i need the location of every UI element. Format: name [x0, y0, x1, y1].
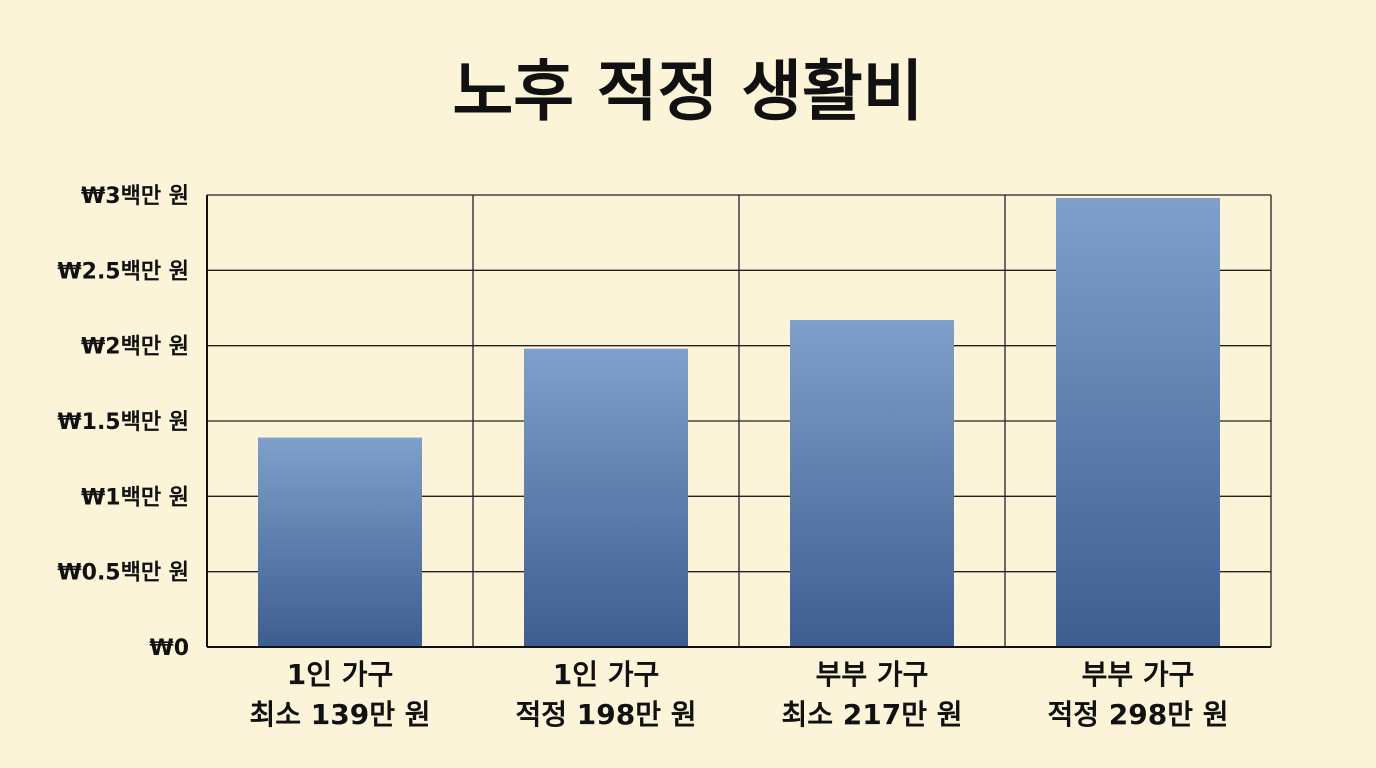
bars	[258, 198, 1220, 647]
y-tick-label: ₩1백만 원	[81, 485, 189, 510]
x-category-label: 부부 가구	[816, 658, 929, 691]
bar	[258, 437, 422, 647]
chart-title: 노후 적정 생활비	[452, 53, 924, 130]
x-category-label: 최소 139만 원	[250, 698, 431, 731]
axes	[206, 195, 1271, 648]
bar	[790, 320, 954, 647]
bar	[1056, 198, 1220, 647]
x-category-label: 부부 가구	[1082, 658, 1195, 691]
grid-lines	[207, 194, 1272, 647]
x-category-label: 적정 198만 원	[516, 698, 697, 731]
y-tick-label: ₩1.5백만 원	[57, 410, 189, 435]
y-tick-label: ₩0.5백만 원	[57, 561, 189, 586]
x-category-label: 최소 217만 원	[782, 698, 963, 731]
x-category-label: 1인 가구	[287, 658, 394, 691]
y-tick-label: ₩3백만 원	[81, 184, 189, 209]
y-tick-label: ₩2백만 원	[81, 335, 189, 360]
y-tick-label: ₩2.5백만 원	[57, 259, 189, 284]
x-category-label: 1인 가구	[553, 658, 660, 691]
y-axis-tick-labels: ₩0 ₩0.5백만 원 ₩1백만 원 ₩1.5백만 원 ₩2백만 원 ₩2.5백만 원 ₩3…	[57, 184, 189, 661]
y-tick-label: ₩0	[149, 636, 189, 661]
x-category-label: 적정 298만 원	[1048, 698, 1229, 731]
bar	[524, 348, 688, 647]
